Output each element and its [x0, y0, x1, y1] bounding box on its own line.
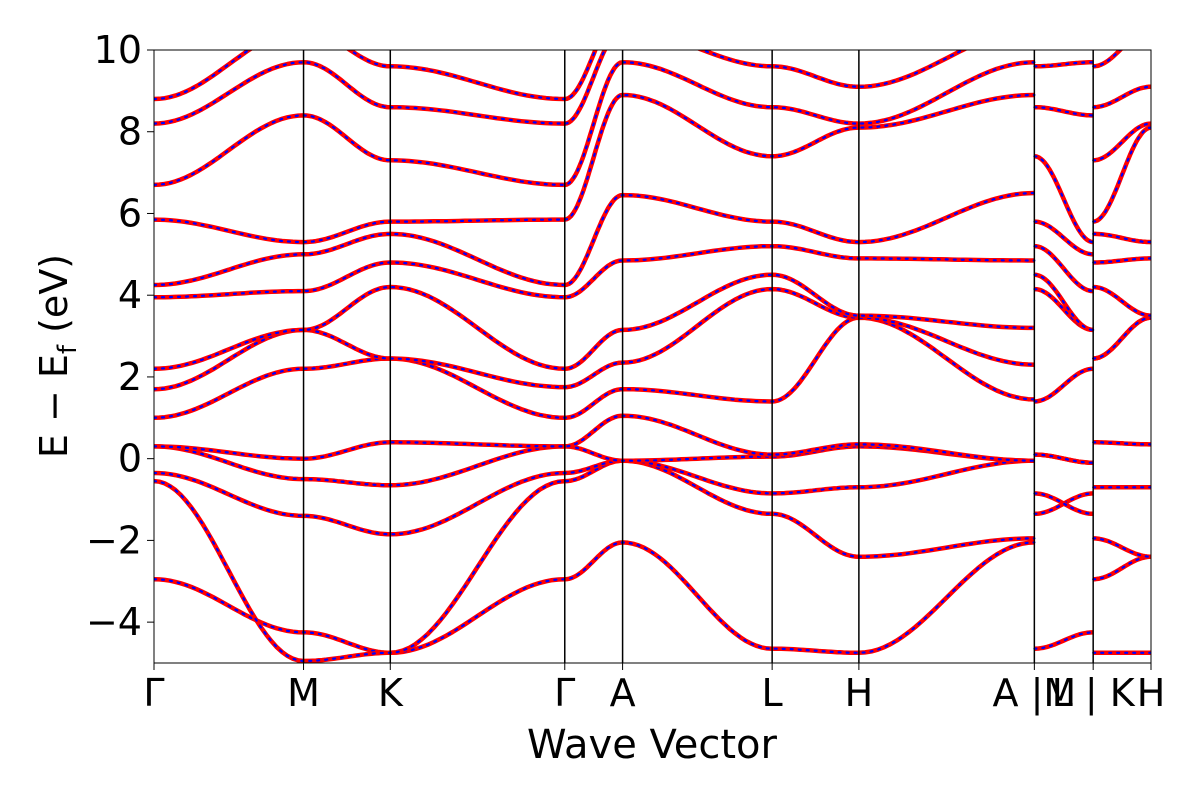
band-line-red	[1092, 50, 1124, 69]
band-line-red	[1034, 286, 1094, 333]
band-line-red	[1034, 154, 1094, 245]
band-line-blue-dotted	[1092, 555, 1151, 581]
band-line-red	[154, 92, 1035, 245]
y-tick-label: 2	[118, 355, 142, 399]
high-symmetry-lines	[302, 50, 1094, 663]
band-line-red	[154, 272, 1035, 372]
band-line-blue-dotted	[1033, 61, 1095, 68]
x-tick-label: L	[762, 671, 783, 715]
x-tick-label: Γ	[554, 671, 575, 715]
x-axis-label: Wave Vector	[527, 722, 778, 768]
band-line-blue-dotted	[1033, 155, 1095, 244]
band-line-blue-dotted	[1033, 631, 1095, 650]
y-axis: −4 −2 0 2 4 6 8 10	[86, 28, 154, 644]
y-tick-label: 4	[118, 273, 142, 317]
band-line-blue-dotted	[1092, 50, 1122, 68]
band-line-blue-dotted	[154, 459, 1036, 663]
band-line-blue-dotted	[154, 287, 1036, 391]
y-axis-label-main: E − E	[32, 354, 76, 458]
y-axis-label-unit: (eV)	[32, 254, 76, 345]
band-line-blue-dotted	[154, 50, 597, 101]
band-line-blue-dotted	[1033, 492, 1095, 515]
band-line-blue-dotted	[154, 273, 1036, 370]
band-line-red	[1034, 630, 1094, 651]
band-line-blue-dotted	[1092, 316, 1151, 360]
band-line-blue-dotted	[1092, 126, 1151, 223]
plot-frame	[153, 49, 1152, 664]
band-line-blue-dotted	[1033, 367, 1095, 403]
y-tick-label: 6	[118, 191, 142, 235]
band-line-blue-dotted	[1092, 122, 1151, 162]
y-axis-label: E − Ef (eV)	[32, 254, 83, 458]
band-line-red	[154, 458, 1035, 537]
band-line-red	[1092, 121, 1151, 163]
y-axis-label-subscript: f	[53, 344, 83, 354]
x-tick-label: L | K	[1052, 671, 1136, 716]
band-line-blue-dotted	[1092, 85, 1151, 109]
band-line-blue-dotted	[154, 50, 966, 125]
band-line-blue-dotted	[1033, 273, 1095, 331]
band-line-red	[154, 413, 1035, 463]
y-tick-label: −4	[86, 600, 142, 644]
x-tick-label: H	[1137, 671, 1166, 715]
band-line-red	[1092, 536, 1151, 559]
x-tick-label: A	[610, 671, 636, 715]
x-tick-label: K	[378, 671, 404, 715]
x-tick-label: H	[845, 671, 874, 715]
y-tick-label: −2	[86, 518, 142, 562]
band-line-blue-dotted	[154, 191, 1036, 287]
x-tick-label: A |M	[993, 671, 1077, 716]
y-tick-label: 0	[118, 437, 142, 481]
band-line-blue-dotted	[1033, 453, 1095, 464]
band-line-blue-dotted	[154, 541, 1036, 654]
band-line-blue-dotted	[1092, 232, 1151, 244]
band-line-blue-dotted	[154, 245, 1036, 299]
band-line-blue-dotted	[1092, 257, 1151, 264]
y-tick-label: 8	[118, 110, 142, 154]
band-line-blue-dotted	[1033, 106, 1095, 117]
y-tick-label: 10	[94, 28, 142, 72]
band-line-blue-dotted	[1092, 285, 1151, 317]
band-line-blue-dotted	[154, 61, 1036, 187]
x-tick-label: M	[287, 671, 320, 715]
band-line-red	[154, 540, 1035, 656]
bands-layer	[154, 50, 1151, 663]
band-line-red	[1092, 315, 1151, 361]
x-tick-label: Γ	[143, 671, 164, 715]
band-line-blue-dotted	[1033, 245, 1095, 293]
band-line-blue-dotted	[1092, 537, 1151, 558]
band-line-blue-dotted	[1033, 220, 1095, 256]
band-line-blue-dotted	[154, 316, 1036, 419]
band-line-blue-dotted	[1092, 441, 1151, 446]
